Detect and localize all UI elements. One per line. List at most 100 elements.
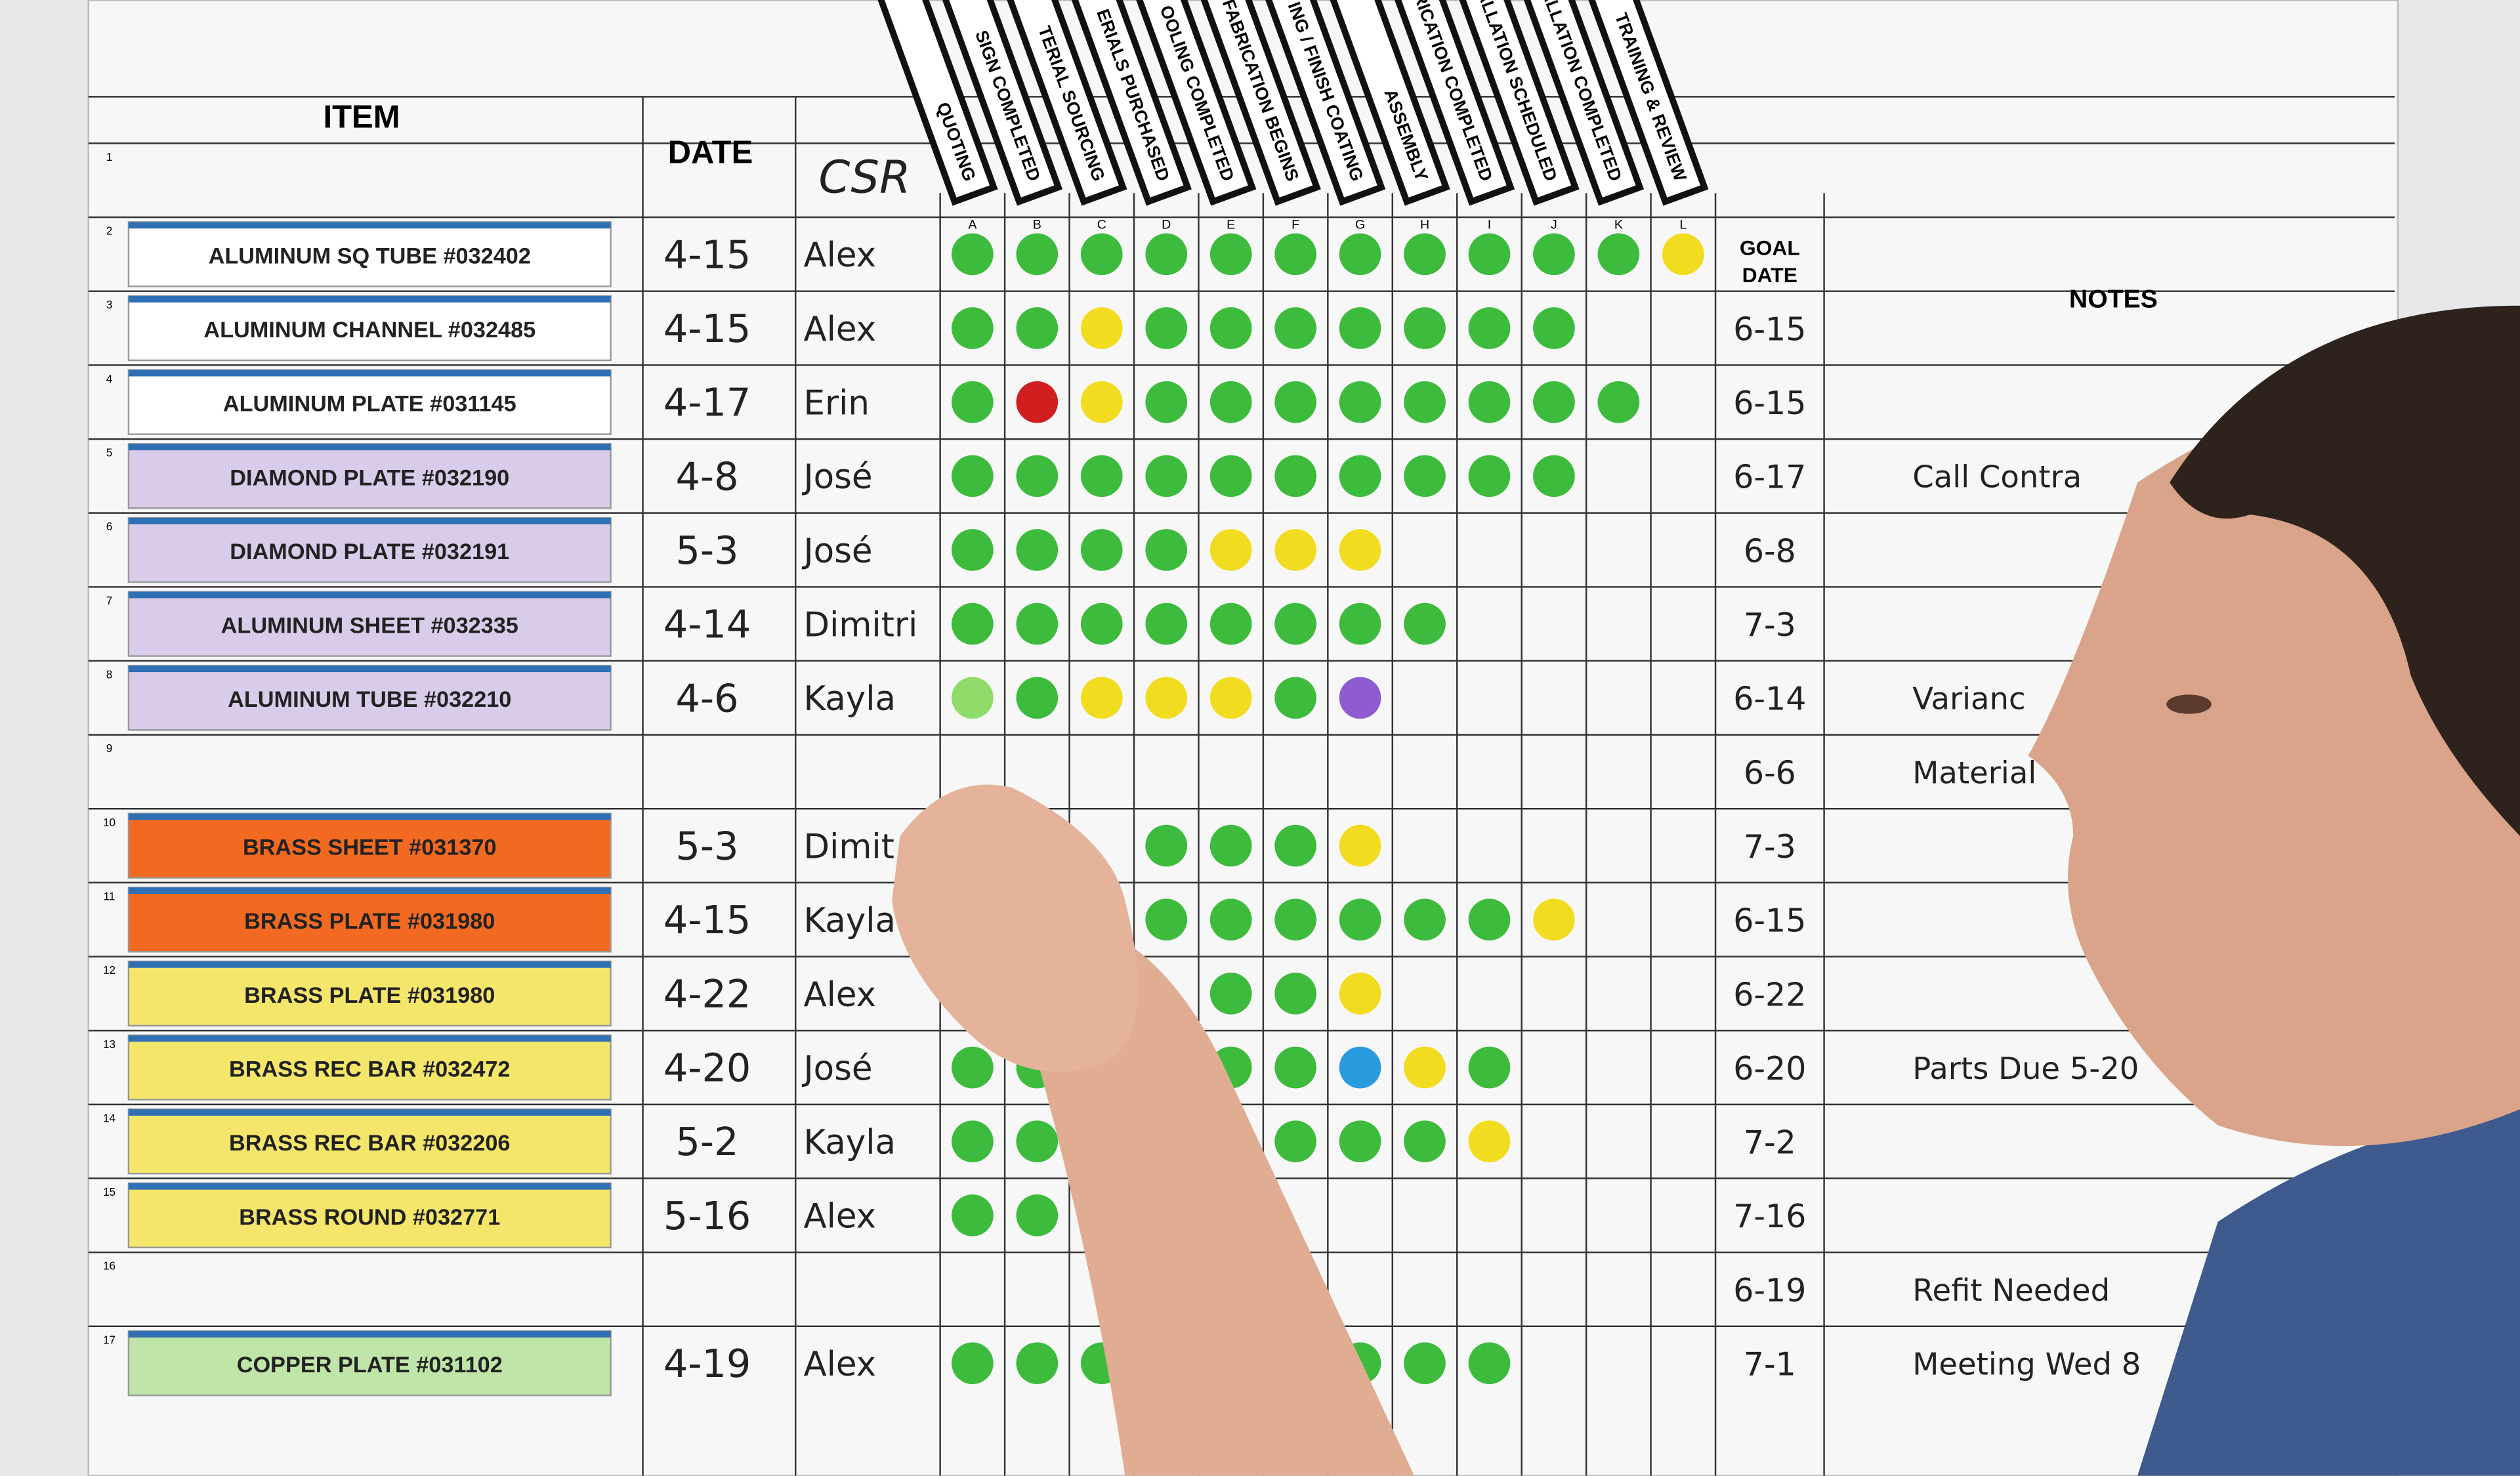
csr-name: Erin [803, 384, 869, 423]
stage-letter: F [1292, 217, 1299, 232]
stage-letter: L [1679, 217, 1687, 232]
item-name: ALUMINUM TUBE #032210 [228, 687, 511, 712]
status-dot [1145, 307, 1188, 349]
item-label [127, 443, 612, 509]
start-date: 4-22 [663, 971, 751, 1017]
goal-date: 6-17 [1733, 459, 1806, 496]
start-date: 4-19 [663, 1341, 751, 1386]
person [892, 305, 2520, 1476]
status-dot [1209, 973, 1252, 1015]
row-number: 17 [103, 1333, 116, 1346]
status-dot [1209, 455, 1252, 497]
status-dot [1080, 529, 1123, 571]
status-dot [1468, 455, 1511, 497]
note: Refit Needed [1912, 1273, 2110, 1308]
stage-letter: A [968, 217, 977, 232]
status-dot [1209, 898, 1252, 941]
item-label-strip [128, 1331, 611, 1338]
status-dot [1404, 455, 1446, 497]
status-dot [1339, 973, 1381, 1015]
status-dot [1662, 233, 1704, 276]
shirt [2137, 1109, 2520, 1476]
row-number: 10 [103, 816, 116, 829]
status-dot [1468, 1342, 1511, 1384]
status-dot [1339, 529, 1381, 571]
stage-tab-body [987, 0, 1127, 206]
stage-letter: G [1355, 217, 1365, 232]
item-label [127, 1108, 612, 1175]
item-label [127, 1330, 612, 1397]
note: Meeting Wed 8 [1912, 1347, 2141, 1382]
csr-name: Alex [803, 1197, 876, 1236]
status-dot [1533, 233, 1575, 276]
stage-tab-body [1246, 0, 1386, 206]
item-label-strip [128, 517, 611, 524]
item-name: BRASS ROUND #032771 [239, 1205, 500, 1230]
goal-date: 7-2 [1744, 1124, 1796, 1162]
status-dot [952, 1194, 994, 1236]
start-date: 4-15 [663, 306, 751, 351]
status-dot [1274, 529, 1316, 571]
item-name: COPPER PLATE #031102 [237, 1353, 503, 1378]
status-dot [1274, 381, 1316, 423]
item-label [127, 1034, 612, 1101]
status-dot [1533, 455, 1575, 497]
status-dot [1597, 233, 1640, 276]
item-label-strip [128, 222, 611, 229]
status-dot [952, 233, 994, 276]
csr-name: José [801, 457, 872, 497]
item-label-strip [128, 1183, 611, 1190]
status-dot [1080, 233, 1123, 276]
row-number: 5 [106, 446, 113, 459]
item-label-strip [128, 665, 611, 673]
stage-letter: I [1488, 217, 1491, 232]
row-number: 9 [106, 742, 113, 755]
csr-name: Alex [803, 975, 876, 1015]
stage-letter: B [1033, 217, 1041, 232]
status-dot [1080, 677, 1123, 719]
status-dot [1274, 677, 1316, 719]
status-dot [1209, 307, 1252, 349]
stage-tab-body [1568, 0, 1709, 206]
stage-letter: K [1614, 217, 1623, 232]
goal-date: 6-6 [1744, 754, 1796, 791]
row-number: 4 [106, 372, 113, 385]
status-dot [1016, 677, 1059, 719]
csr-name: Kayla [803, 901, 896, 940]
csr-name: Alex [803, 310, 876, 349]
status-dot [1016, 1194, 1059, 1236]
row-number: 14 [103, 1111, 116, 1124]
goal-date: 6-8 [1744, 532, 1796, 570]
status-dot [1468, 1046, 1511, 1089]
item-name: BRASS PLATE #031980 [244, 983, 495, 1008]
status-dot [1404, 602, 1446, 645]
item-name: ALUMINUM SQ TUBE #032402 [209, 243, 531, 268]
status-dot [952, 1046, 994, 1089]
item-name: BRASS PLATE #031980 [244, 909, 495, 934]
csr-name: Kayla [803, 1123, 896, 1162]
hair [2170, 305, 2520, 836]
item-label [127, 665, 612, 731]
status-dot [952, 529, 994, 571]
status-dot [1339, 1120, 1381, 1163]
item-name: BRASS REC BAR #032206 [229, 1131, 511, 1156]
status-dot [1468, 898, 1511, 941]
row-number: 3 [106, 298, 113, 311]
status-dot [1468, 381, 1511, 423]
status-dot [952, 307, 994, 349]
csr-name: José [801, 532, 872, 571]
date-header: DATE [668, 135, 753, 170]
csr-name: Dimit [803, 827, 894, 866]
goal-header: DATE [1742, 263, 1797, 287]
status-dot [952, 677, 994, 719]
status-dot [1339, 824, 1381, 867]
goal-date: 7-1 [1744, 1346, 1796, 1383]
start-date: 4-14 [663, 602, 751, 647]
start-date: 4-15 [663, 232, 751, 277]
row-number: 11 [104, 889, 116, 902]
status-dot [1339, 307, 1381, 349]
status-dot [1468, 233, 1511, 276]
item-label-strip [128, 961, 611, 968]
